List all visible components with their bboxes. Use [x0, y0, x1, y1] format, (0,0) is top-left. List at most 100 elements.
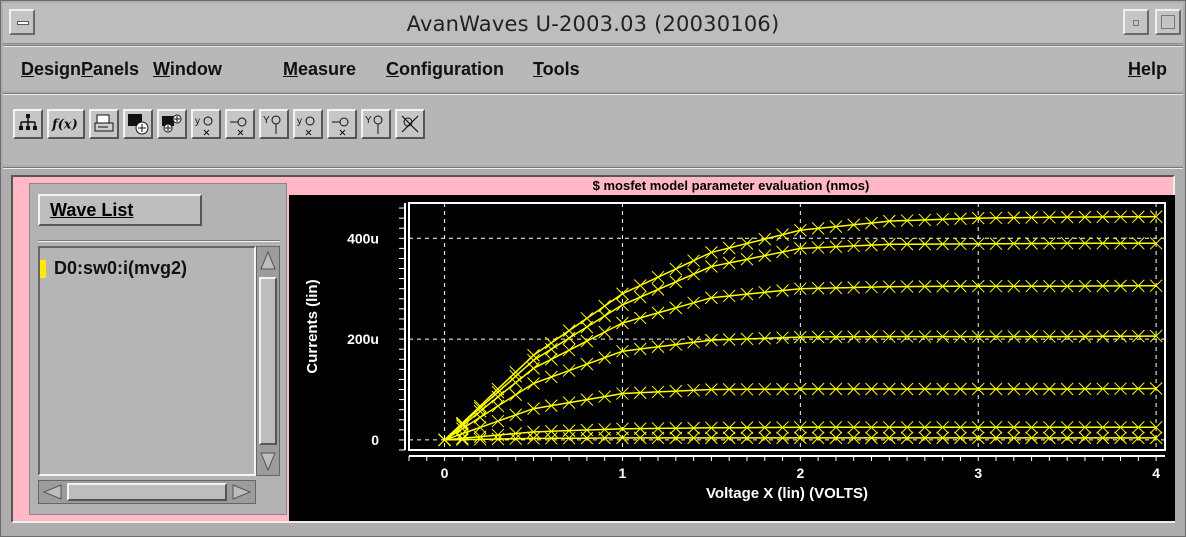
data-point-marker [954, 420, 967, 434]
horizontal-scrollbar[interactable] [38, 480, 256, 504]
data-point-marker [687, 296, 700, 310]
title-bar[interactable]: AvanWaves U-2003.03 (20030106) [3, 3, 1183, 44]
data-point-marker [456, 422, 469, 435]
data-point-marker [918, 213, 932, 227]
data-point-marker [1096, 279, 1110, 293]
data-point-marker [456, 419, 469, 432]
data-point-marker [509, 388, 523, 402]
data-point-marker [936, 431, 950, 445]
data-point-marker [1043, 210, 1056, 224]
data-point-marker [1025, 279, 1038, 293]
scrollbar-thumb[interactable] [259, 277, 277, 445]
y-tick-label: 400u [347, 230, 379, 246]
data-point-marker [829, 240, 843, 254]
data-point-marker [971, 237, 985, 251]
data-point-marker [722, 421, 736, 435]
data-point-marker [705, 260, 718, 273]
data-point-marker [705, 421, 718, 435]
data-point-marker [473, 399, 487, 413]
menu-configuration[interactable]: Configuration [386, 59, 504, 79]
divider [3, 45, 1183, 47]
window-menu-button[interactable] [9, 9, 35, 35]
data-point-marker [954, 431, 967, 445]
data-point-marker [616, 298, 629, 312]
data-point-marker [722, 333, 736, 346]
data-point-marker [918, 330, 932, 343]
data-point-marker [1114, 210, 1127, 224]
wave-listbox[interactable]: D0:sw0:i(mvg2) [38, 246, 256, 476]
data-point-marker [811, 241, 825, 254]
data-point-marker [1096, 420, 1110, 434]
data-point-marker [509, 369, 523, 383]
scroll-right-icon[interactable] [229, 483, 253, 501]
data-point-marker [954, 382, 967, 396]
data-point-marker [1078, 382, 1092, 396]
maximize-button[interactable] [1155, 9, 1181, 35]
data-point-marker [865, 216, 878, 230]
data-point-marker [776, 284, 789, 297]
menu-window[interactable]: Window [153, 59, 222, 79]
scrollbar-thumb[interactable] [67, 483, 227, 501]
wave-list-button[interactable]: Wave List [38, 194, 202, 226]
data-point-marker [1025, 420, 1038, 434]
minimize-button[interactable] [1123, 9, 1149, 35]
scroll-left-icon[interactable] [41, 483, 65, 501]
data-point-marker [936, 280, 950, 293]
data-point-marker [527, 377, 540, 390]
data-point-marker [811, 330, 825, 344]
measure-x2-icon[interactable]: y [293, 109, 323, 139]
data-point-marker [758, 331, 772, 345]
wave-list-panel: Wave List D0:sw0:i(mvg2) [29, 183, 287, 515]
data-point-marker [1149, 329, 1163, 343]
vertical-scrollbar[interactable] [256, 246, 280, 476]
plot-area[interactable]: 0 1 2 3 4 0 200u 400u Voltage X (lin) (VOLTS) Cur… [289, 195, 1175, 521]
measure-y-icon[interactable]: Y [259, 109, 289, 139]
hierarchy-icon[interactable] [13, 109, 43, 139]
data-point-marker [651, 306, 665, 320]
chart-svg: 0 1 2 3 4 0 200u 400u Voltage X (lin) (VOLTS) Cur… [304, 202, 1166, 502]
panel-insert-icon[interactable] [157, 109, 187, 139]
data-point-marker [473, 421, 487, 434]
menu-measure[interactable]: Measure [283, 59, 357, 79]
measure-point2-icon[interactable] [327, 109, 357, 139]
data-point-marker [722, 383, 736, 396]
measure-y2-icon[interactable]: Y [361, 109, 391, 139]
list-item[interactable]: D0:sw0:i(mvg2) [54, 258, 188, 278]
data-point-marker [882, 280, 896, 294]
measure-x-icon[interactable]: y [191, 109, 221, 139]
menu-help[interactable]: Help [1128, 59, 1168, 79]
data-point-marker [616, 387, 629, 400]
data-point-marker [598, 351, 612, 365]
menu-design[interactable]: Design [21, 59, 82, 79]
print-icon[interactable] [89, 109, 119, 139]
panel-add-icon[interactable] [123, 109, 153, 139]
measure-point-icon[interactable] [225, 109, 255, 139]
data-point-marker [616, 431, 629, 445]
data-point-marker [633, 386, 647, 400]
data-point-marker [509, 427, 523, 440]
scroll-down-icon[interactable] [259, 449, 277, 473]
scroll-up-icon[interactable] [259, 249, 277, 273]
function-icon[interactable]: f(x) [47, 109, 85, 139]
data-point-marker [1114, 279, 1127, 293]
chart-title: $ mosfet model parameter evaluation (nmo… [289, 177, 1173, 195]
x-tick-label: 3 [974, 465, 982, 481]
data-point-marker [882, 431, 896, 445]
data-point-marker [1131, 279, 1145, 293]
data-point-marker [1060, 236, 1074, 250]
data-point-marker [989, 279, 1003, 293]
data-point-marker [509, 376, 523, 390]
data-point-marker [1096, 382, 1110, 396]
data-point-marker [776, 245, 789, 259]
data-point-marker [865, 431, 878, 445]
data-point-marker [491, 399, 505, 413]
menu-panels[interactable]: Panels [81, 59, 140, 79]
clear-measure-icon[interactable] [395, 109, 425, 139]
data-point-marker [473, 404, 487, 418]
data-point-marker [509, 365, 523, 379]
menu-tools[interactable]: Tools [533, 59, 580, 79]
data-point-marker [544, 431, 558, 445]
data-point-marker [1131, 431, 1145, 445]
data-point-marker [562, 396, 576, 409]
data-point-marker [882, 214, 896, 228]
